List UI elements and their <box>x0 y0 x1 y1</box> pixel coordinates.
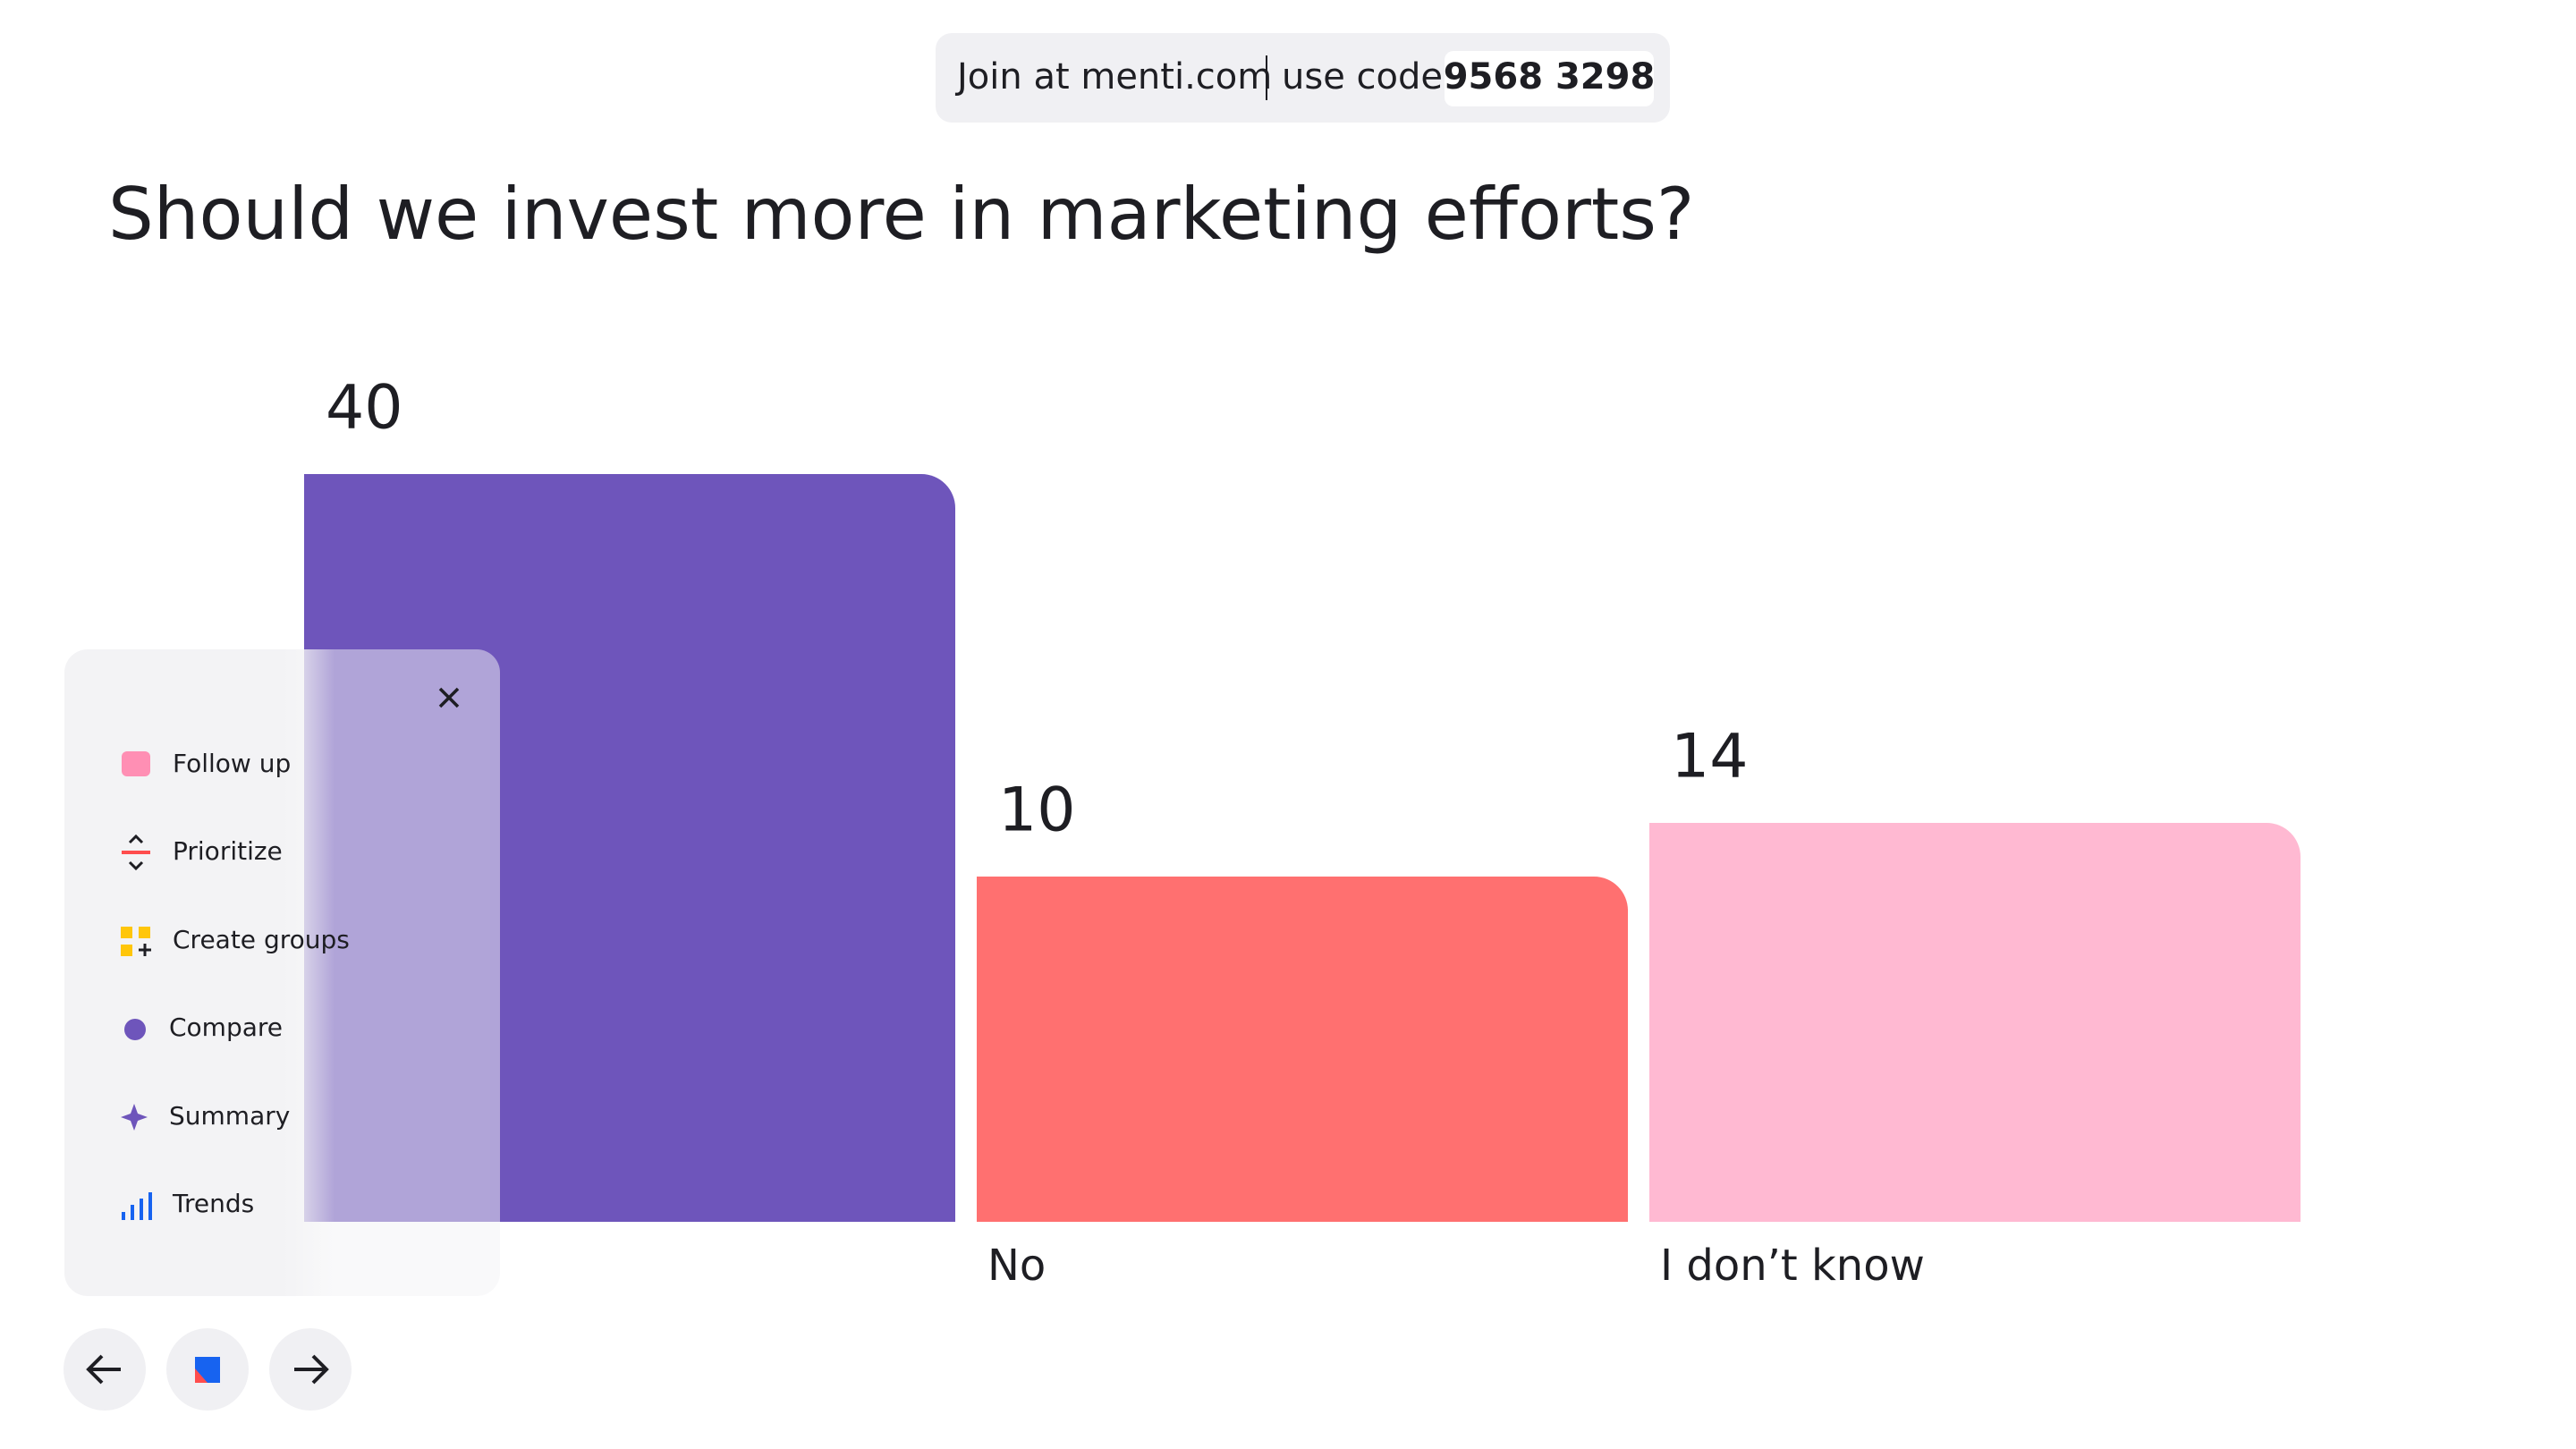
next-button[interactable] <box>269 1328 352 1411</box>
menu-item[interactable]: Trends <box>172 1189 254 1218</box>
code-box <box>1445 51 1654 106</box>
icon-create-groups <box>121 927 151 956</box>
code-text: 9568 3298 <box>1444 56 1656 97</box>
value-label: 14 <box>1671 722 1749 792</box>
join-pill: Join at menti.com use code 9568 3298 <box>936 33 1670 123</box>
icon-compare <box>124 1019 146 1040</box>
bar <box>1649 823 2301 1222</box>
use-code-text: use code <box>1282 56 1443 97</box>
menu-item[interactable]: Follow up <box>173 749 291 778</box>
icon-follow-up <box>122 751 150 776</box>
bar <box>977 877 1628 1222</box>
close-button[interactable] <box>438 687 460 708</box>
nav <box>64 1328 352 1411</box>
panel-bg <box>64 649 500 1296</box>
join-text: Join at menti.com <box>954 56 1272 97</box>
icon-prioritize <box>122 834 150 871</box>
value-label: 40 <box>326 373 403 444</box>
icon-trends <box>122 1192 152 1220</box>
category-label: No <box>987 1241 1046 1291</box>
value-label: 10 <box>998 775 1076 846</box>
icon-summary <box>121 1104 148 1131</box>
menu-item[interactable]: Create groups <box>173 925 350 954</box>
menu-item[interactable]: Compare <box>169 1013 283 1042</box>
category-label: I don’t know <box>1660 1241 1925 1291</box>
menu-icons <box>121 751 152 1220</box>
menu-button[interactable] <box>166 1328 249 1411</box>
prev-button[interactable] <box>64 1328 146 1411</box>
chart-title: Should we invest more in marketing effor… <box>108 173 1694 256</box>
menu-item[interactable]: Summary <box>169 1101 290 1131</box>
bar-chart: 40 10 No 14 I don’t know <box>304 373 2301 1291</box>
menu-panel: Follow up Prioritize Create groups Compare S… <box>64 649 500 1296</box>
menu-item[interactable]: Prioritize <box>173 836 283 866</box>
menu-items: Follow up Prioritize Create groups Compare S… <box>169 749 350 1218</box>
